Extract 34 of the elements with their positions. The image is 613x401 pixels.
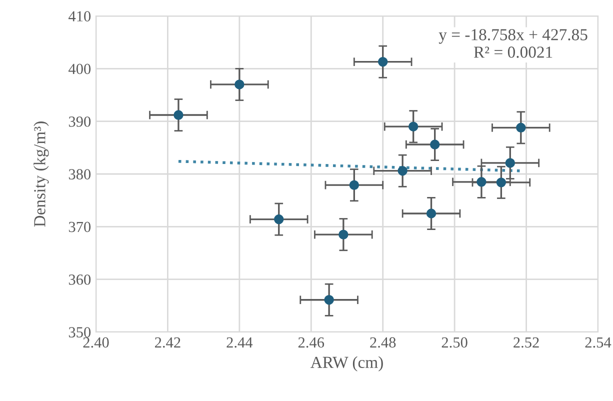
- point: [349, 180, 360, 190]
- point: [496, 178, 506, 188]
- y-tick-label: 410: [68, 11, 91, 22]
- point: [234, 80, 244, 90]
- x-axis-title: ARW (cm): [310, 356, 383, 372]
- point: [408, 122, 418, 132]
- point: [398, 166, 408, 176]
- y-tick-label: 380: [68, 169, 91, 180]
- point: [274, 214, 284, 224]
- point: [516, 122, 526, 133]
- y-tick-label: 370: [68, 222, 91, 232]
- x-tick-label: 2.50: [442, 337, 468, 348]
- y-tick-label: 360: [68, 274, 91, 285]
- x-tick-label: 2.40: [83, 337, 109, 348]
- point: [426, 208, 436, 218]
- y-tick-label: 400: [68, 64, 91, 74]
- x-tick-label: 2.48: [370, 337, 396, 348]
- y-tick-label: 350: [68, 327, 91, 338]
- point: [476, 177, 486, 187]
- x-tick-label: 2.46: [298, 337, 324, 348]
- point: [505, 158, 516, 168]
- point: [338, 230, 348, 240]
- x-tick-label: 2.44: [226, 337, 253, 348]
- y-tick-label: 390: [68, 116, 91, 127]
- point: [378, 56, 388, 67]
- y-axis-title: Density (kg/m³): [34, 122, 49, 227]
- x-tick-label: 2.52: [514, 337, 539, 348]
- point: [174, 110, 184, 120]
- point: [430, 140, 440, 150]
- annotation: R² = 0.0021: [474, 46, 552, 58]
- point: [324, 295, 334, 305]
- annotation: y = -18.758x + 427.85: [438, 29, 588, 44]
- x-tick-label: 2.54: [585, 337, 612, 348]
- x-tick-label: 2.42: [155, 337, 180, 348]
